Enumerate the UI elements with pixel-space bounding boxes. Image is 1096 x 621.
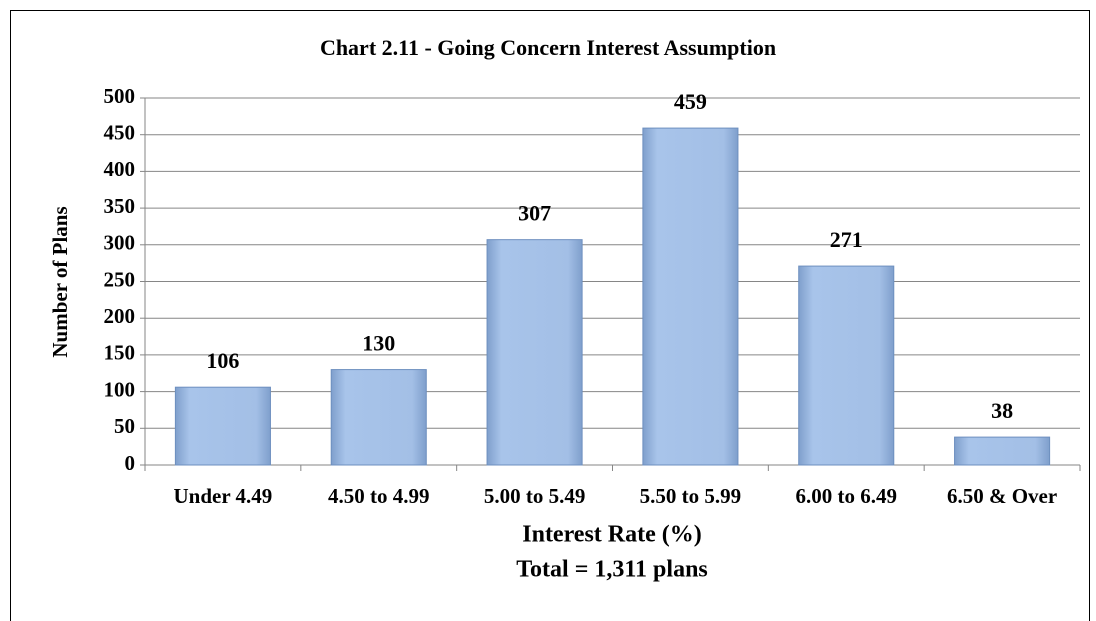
chart-title: Chart 2.11 - Going Concern Interest Assu… [320,35,776,60]
bar [174,386,271,466]
y-tick-label: 0 [125,451,136,475]
x-tick-label: Under 4.49 [174,484,273,508]
x-tick-label: 5.00 to 5.49 [484,484,586,508]
value-label: 106 [206,348,239,373]
y-tick-label: 250 [104,267,136,291]
bar [330,369,427,466]
x-axis-title: Interest Rate (%) [522,522,702,548]
x-tick-label: 6.50 & Over [947,484,1057,508]
y-tick-label: 400 [104,157,136,181]
value-label: 38 [991,398,1013,423]
x-tick-label: 5.50 to 5.99 [640,484,742,508]
y-tick-label: 500 [104,84,136,108]
bar [798,265,895,466]
x-tick-label: 6.00 to 6.49 [796,484,898,508]
y-tick-label: 50 [114,414,135,438]
y-axis-title: Number of Plans [48,206,72,357]
y-tick-label: 350 [104,194,136,218]
bar [954,436,1051,466]
value-label: 271 [830,227,863,252]
value-label: 130 [362,331,395,356]
chart-border [10,10,1090,621]
y-tick-label: 450 [104,121,136,145]
y-tick-label: 300 [104,231,136,255]
y-tick-label: 150 [104,341,136,365]
y-tick-label: 100 [104,377,136,401]
y-tick-label: 200 [104,304,136,328]
bar [486,239,583,466]
value-label: 459 [674,89,707,114]
chart-note: Total = 1,311 plans [516,557,708,583]
bar [642,127,739,466]
value-label: 307 [518,201,551,226]
x-tick-label: 4.50 to 4.99 [328,484,430,508]
